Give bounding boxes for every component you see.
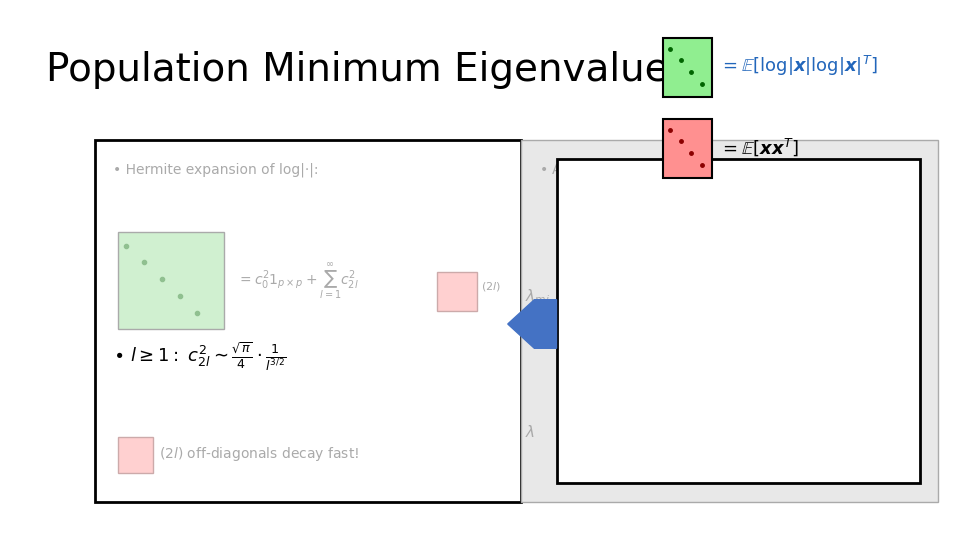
Text: $= c_0^2 1_{p\times p} + \sum_{l=1}^{\infty} c_{2l}^2$: $= c_0^2 1_{p\times p} + \sum_{l=1}^{\in… xyxy=(237,261,359,301)
Text: $(2l)$ off-diagonals decay fast!: $(2l)$ off-diagonals decay fast! xyxy=(159,444,359,463)
Text: • Apply $\lambda_{min}$ to Hermite formula:: • Apply $\lambda_{min}$ to Hermite formu… xyxy=(539,161,764,179)
Text: +: + xyxy=(728,242,749,266)
Text: Hermite Polynomials: Hermite Polynomials xyxy=(634,331,843,349)
FancyArrow shape xyxy=(508,300,557,348)
Text: $= \mathbb{E}[\boldsymbol{x}\boldsymbol{x}^T]$: $= \mathbb{E}[\boldsymbol{x}\boldsymbol{… xyxy=(719,137,799,158)
Text: • Hermite expansion of log|·|:: • Hermite expansion of log|·|: xyxy=(113,163,319,177)
Text: $\lambda_{mi}$: $\lambda_{mi}$ xyxy=(525,288,550,306)
Text: Integration by Parts: Integration by Parts xyxy=(628,198,849,218)
Text: Stirling Approximation: Stirling Approximation xyxy=(623,417,853,436)
Text: $\bullet\ l \geq 1:\ c_{2l}^2 \sim \frac{\sqrt{\pi}}{4} \cdot \frac{1}{l^{3/2}}$: $\bullet\ l \geq 1:\ c_{2l}^2 \sim \frac… xyxy=(113,340,286,373)
FancyBboxPatch shape xyxy=(521,140,938,502)
FancyBboxPatch shape xyxy=(437,272,477,310)
Text: +: + xyxy=(728,372,749,395)
Text: Note: $c_l = 0$ if $l$ odd.: Note: $c_l = 0$ if $l$ odd. xyxy=(664,439,812,457)
Text: $= \mathbb{E}[\log|\boldsymbol{x}|\log|\boldsymbol{x}|^T]$: $= \mathbb{E}[\log|\boldsymbol{x}|\log|\… xyxy=(719,55,877,78)
FancyBboxPatch shape xyxy=(117,232,224,329)
Text: Recursive Properties of: Recursive Properties of xyxy=(619,293,857,312)
FancyBboxPatch shape xyxy=(95,140,521,502)
FancyBboxPatch shape xyxy=(117,437,153,472)
Text: $(2l)$: $(2l)$ xyxy=(481,280,501,293)
FancyBboxPatch shape xyxy=(557,159,920,483)
FancyBboxPatch shape xyxy=(663,119,711,178)
Text: Population Minimum Eigenvalue: Population Minimum Eigenvalue xyxy=(46,51,668,89)
Text: $\lambda$: $\lambda$ xyxy=(525,424,536,440)
FancyBboxPatch shape xyxy=(663,38,711,97)
